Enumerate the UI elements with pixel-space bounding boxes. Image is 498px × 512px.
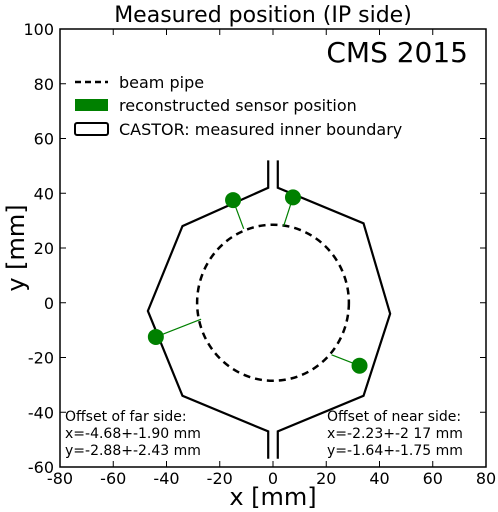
- legend-sensor-swatch: [75, 99, 108, 111]
- y-tick-label: 0: [44, 294, 54, 313]
- axis-ticks: -80 -60 -40 -20 0 20 40 60 80-60-40-200204060801…: [23, 20, 496, 488]
- far-side-annotation: Offset of far side: x=-4.68+-1.90 mm y=-…: [65, 409, 201, 459]
- y-tick-label: 20: [34, 239, 54, 258]
- near-note-line-2: x=-2.23+-2 17 mm: [327, 426, 463, 442]
- castor-boundary-near-side: [276, 160, 392, 459]
- sensor-point-3: [147, 328, 164, 345]
- legend-sensor-label: reconstructed sensor position: [119, 96, 357, 115]
- x-tick-label: -40: [153, 469, 179, 488]
- cms-label: CMS 2015: [326, 36, 468, 69]
- beam-pipe-circle: [195, 223, 351, 383]
- x-tick-label: 20: [316, 469, 336, 488]
- near-note-line-3: y=-1.64+-1.75 mm: [327, 443, 463, 459]
- legend-beam-pipe-label: beam pipe: [119, 73, 204, 92]
- x-tick-label: 40: [369, 469, 389, 488]
- y-tick-label: 40: [34, 184, 54, 203]
- y-axis-label: y [mm]: [2, 204, 30, 291]
- sensor-point-2: [284, 189, 301, 206]
- sensor-point-1: [225, 192, 242, 209]
- y-tick-label: 80: [34, 75, 54, 94]
- y-tick-label: 60: [34, 130, 54, 149]
- x-axis-label: x [mm]: [229, 483, 316, 511]
- x-tick-label: 80: [476, 469, 496, 488]
- y-tick-label: -40: [28, 403, 54, 422]
- y-tick-label: -60: [28, 458, 54, 477]
- x-tick-label: -60: [100, 469, 126, 488]
- legend-castor-label: CASTOR: measured inner boundary: [119, 120, 402, 139]
- far-note-line-3: y=-2.88+-2.43 mm: [65, 443, 201, 459]
- y-tick-label: 100: [23, 20, 54, 39]
- x-tick-label: 0: [268, 469, 278, 488]
- legend-castor-swatch: [74, 122, 109, 136]
- sensor-point-4: [351, 357, 368, 374]
- castor-boundary-far-side: [146, 160, 270, 459]
- chart-title: Measured position (IP side): [114, 3, 412, 28]
- x-tick-label: -20: [207, 469, 233, 488]
- near-note-line-1: Offset of near side:: [327, 409, 461, 425]
- far-note-line-2: x=-4.68+-1.90 mm: [65, 426, 201, 442]
- legend: beam pipe reconstructed sensor position …: [74, 73, 402, 139]
- y-tick-label: -20: [28, 349, 54, 368]
- x-tick-label: 60: [423, 469, 443, 488]
- near-side-annotation: Offset of near side: x=-2.23+-2 17 mm y=…: [327, 409, 463, 459]
- plot-area: [146, 160, 392, 459]
- sensor-connector-3: [155, 318, 202, 338]
- axes-frame: [59, 28, 487, 468]
- x-tick-label: -80: [47, 469, 73, 488]
- far-note-line-1: Offset of far side:: [65, 409, 187, 425]
